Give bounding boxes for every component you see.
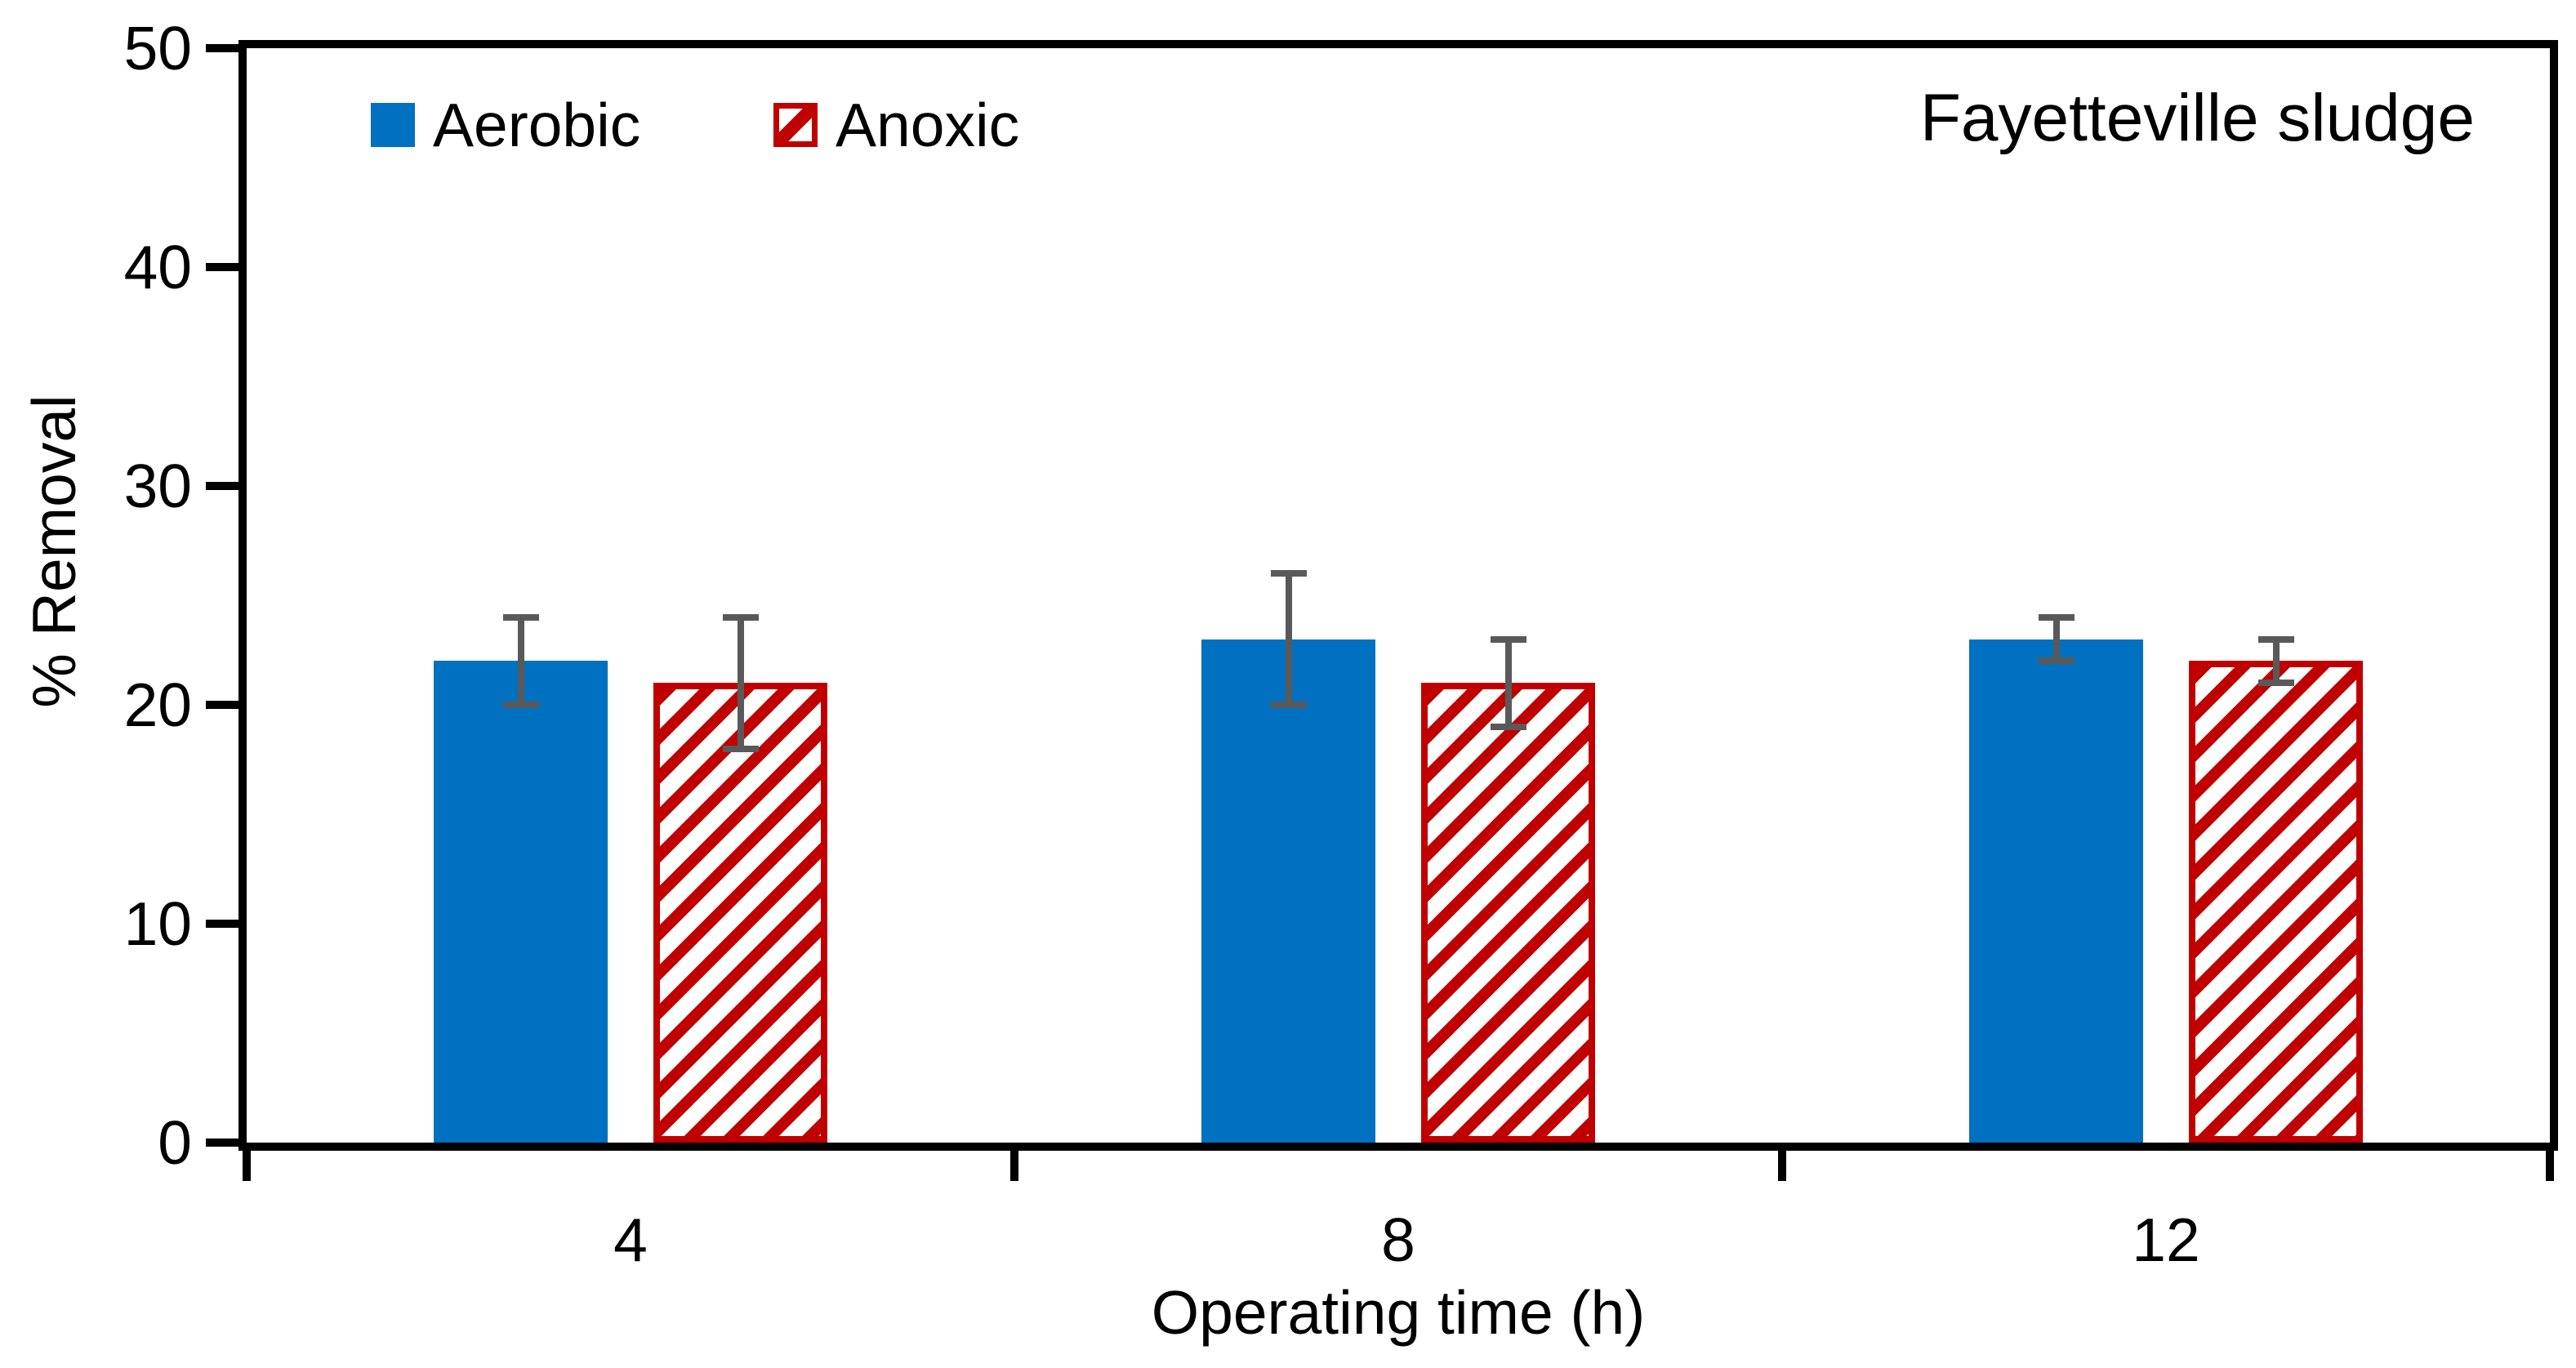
error-cap-bottom-anoxic-4h [722, 745, 759, 752]
y-tick-label-0: 0 [158, 1108, 192, 1177]
x-tick-label-8: 8 [1381, 1205, 1415, 1274]
legend-swatch-anoxic-icon [773, 103, 818, 147]
x-tick-mark-3 [2546, 1143, 2554, 1181]
error-cap-bottom-aerobic-8h [1270, 702, 1307, 708]
error-cap-bottom-anoxic-8h [1490, 723, 1526, 730]
bar-anoxic-8h [1421, 683, 1595, 1143]
legend-swatch-aerobic-icon [371, 103, 415, 147]
error-cap-top-aerobic-4h [502, 613, 539, 621]
error-cap-top-anoxic-12h [2257, 635, 2294, 643]
y-tick-mark-30 [206, 482, 238, 490]
legend-item-aerobic: Aerobic [371, 91, 641, 159]
error-bar-anoxic-12h [2272, 639, 2280, 684]
y-tick-label-30: 30 [123, 452, 192, 520]
y-axis-title: % Removal [20, 394, 88, 708]
y-tick-label-40: 40 [123, 233, 192, 301]
chart-title: Fayetteville sludge [1919, 81, 2475, 155]
legend-label-aerobic: Aerobic [433, 91, 641, 159]
error-cap-bottom-aerobic-12h [2038, 657, 2075, 665]
y-tick-mark-40 [206, 263, 238, 271]
y-tick-mark-50 [206, 44, 238, 52]
x-tick-mark-2 [1778, 1143, 1786, 1181]
error-cap-bottom-aerobic-4h [502, 702, 539, 708]
bar-aerobic-4h [434, 661, 608, 1143]
x-axis-title: Operating time (h) [1151, 1278, 1646, 1347]
x-tick-label-4: 4 [613, 1205, 648, 1274]
error-cap-top-aerobic-12h [2038, 613, 2075, 621]
error-bar-anoxic-4h [737, 617, 744, 749]
error-bar-aerobic-4h [517, 617, 524, 705]
bar-anoxic-4h [653, 683, 827, 1143]
bar-aerobic-8h [1201, 639, 1375, 1143]
plot-area [238, 40, 2558, 1151]
error-cap-top-anoxic-8h [1490, 635, 1526, 643]
error-bar-aerobic-12h [2052, 617, 2060, 662]
bar-aerobic-12h [1969, 639, 2143, 1143]
x-tick-mark-0 [243, 1143, 251, 1181]
x-tick-label-12: 12 [2132, 1205, 2200, 1274]
error-cap-top-aerobic-8h [1270, 570, 1307, 577]
bar-anoxic-12h [2189, 661, 2363, 1143]
y-tick-mark-10 [206, 920, 238, 928]
y-tick-label-50: 50 [123, 14, 192, 82]
error-bar-anoxic-8h [1504, 639, 1512, 727]
x-tick-mark-1 [1010, 1143, 1018, 1181]
error-cap-bottom-anoxic-12h [2257, 680, 2294, 687]
y-tick-mark-20 [206, 701, 238, 709]
error-cap-top-anoxic-4h [722, 613, 759, 621]
y-tick-label-20: 20 [123, 671, 192, 739]
y-tick-mark-0 [206, 1139, 238, 1147]
error-bar-aerobic-8h [1285, 573, 1292, 705]
legend-item-anoxic: Anoxic [773, 91, 1020, 159]
y-tick-label-10: 10 [123, 889, 192, 958]
legend-label-anoxic: Anoxic [836, 91, 1020, 159]
